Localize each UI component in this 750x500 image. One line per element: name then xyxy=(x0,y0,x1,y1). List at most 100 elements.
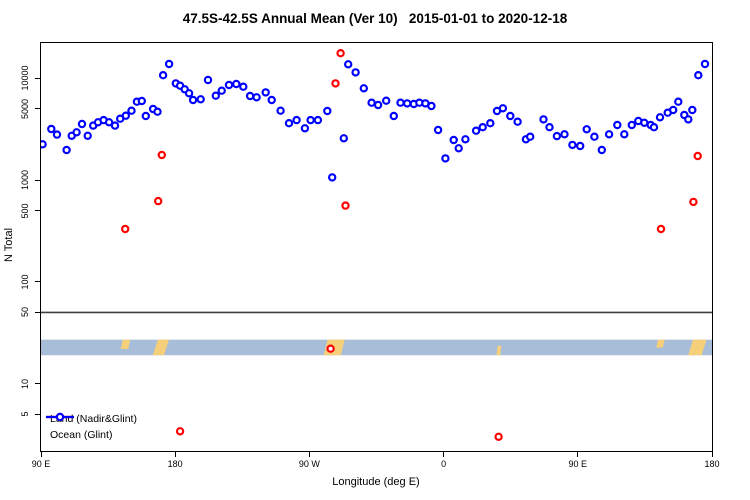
ocean-point xyxy=(188,95,198,105)
ocean-point xyxy=(339,134,348,143)
ocean-point xyxy=(649,122,659,132)
ocean-point xyxy=(203,75,213,85)
ocean-point xyxy=(486,118,495,128)
x-tick-mark xyxy=(174,452,176,457)
plot-canvas xyxy=(41,48,712,441)
ocean-point xyxy=(449,135,458,145)
ocean-point xyxy=(328,173,337,182)
ocean-point xyxy=(184,89,194,98)
ocean-point xyxy=(576,141,585,151)
geography-ocean-band xyxy=(41,339,712,356)
y-tick-label: 10 xyxy=(20,378,30,389)
y-axis-label: N Total xyxy=(3,227,15,262)
y-tick-label: 100 xyxy=(20,274,30,290)
ocean-point xyxy=(640,118,649,128)
ocean-point xyxy=(267,95,276,105)
ocean-point xyxy=(498,104,508,113)
ocean-point xyxy=(62,145,71,155)
land-point xyxy=(656,224,666,234)
ocean-marker-icon xyxy=(46,412,74,422)
ocean-point xyxy=(196,95,205,104)
ocean-point xyxy=(582,125,591,134)
y-tick-mark xyxy=(35,108,40,110)
ocean-point xyxy=(396,98,405,107)
ocean-point xyxy=(232,79,241,89)
x-tick-label: 180 xyxy=(167,459,183,469)
ocean-point xyxy=(141,111,151,121)
x-tick-label: 180 xyxy=(704,459,720,469)
ocean-point xyxy=(688,105,697,115)
x-tick-label: 90 E xyxy=(31,459,51,469)
ocean-point xyxy=(276,106,285,115)
land-point xyxy=(689,197,698,207)
geography-land-patch xyxy=(120,339,131,350)
ocean-point xyxy=(137,96,147,106)
ocean-point xyxy=(655,113,665,122)
ocean-point xyxy=(367,98,376,107)
y-tick-mark xyxy=(35,413,40,415)
ocean-point xyxy=(389,111,398,121)
ocean-point xyxy=(121,111,131,120)
land-point xyxy=(120,224,130,234)
legend-item-ocean: Ocean (Glint) xyxy=(44,412,137,443)
legend: Land (Nadir&Glint) Ocean (Glint) xyxy=(44,411,137,443)
land-point xyxy=(331,79,340,88)
ocean-point xyxy=(433,125,443,135)
y-tick-label: 1000 xyxy=(20,169,30,191)
geography-land-patch xyxy=(688,339,707,356)
y-tick-label: 5000 xyxy=(20,98,30,119)
ocean-point xyxy=(292,115,301,125)
x-tick-mark xyxy=(711,452,713,457)
ocean-point xyxy=(261,88,270,97)
ocean-point xyxy=(669,105,678,115)
ocean-point xyxy=(164,59,174,69)
ocean-point xyxy=(545,122,554,132)
y-tick-label: 10000 xyxy=(20,65,30,91)
ocean-point xyxy=(461,135,470,144)
x-axis-label: Longitude (deg E) xyxy=(332,476,420,488)
ocean-point xyxy=(568,140,577,150)
ocean-point xyxy=(403,99,412,108)
ocean-point xyxy=(684,115,693,124)
ocean-point xyxy=(560,130,569,139)
ocean-point xyxy=(41,140,47,149)
ocean-point xyxy=(539,115,548,124)
land-point xyxy=(153,196,163,206)
y-tick-mark xyxy=(35,179,40,181)
ocean-point xyxy=(224,80,234,90)
plot-area: Land (Nadir&Glint) Ocean (Glint) xyxy=(40,42,713,452)
ocean-point xyxy=(427,101,436,111)
y-tick-label: 5 xyxy=(20,411,30,417)
ocean-point xyxy=(127,106,136,115)
ocean-point xyxy=(700,59,710,69)
ocean-point xyxy=(454,144,463,153)
ocean-point xyxy=(153,107,162,116)
geography-land-patch xyxy=(152,339,170,356)
ocean-point xyxy=(47,124,56,134)
y-tick-mark xyxy=(35,210,40,212)
ocean-point xyxy=(344,60,353,69)
ocean-point xyxy=(323,106,332,116)
y-tick-mark xyxy=(35,383,40,385)
ocean-point xyxy=(604,130,614,139)
ocean-point xyxy=(104,118,114,127)
ocean-point xyxy=(590,132,599,141)
ocean-point xyxy=(597,145,607,155)
y-tick-label: 500 xyxy=(20,203,30,219)
ocean-point xyxy=(359,84,368,93)
ocean-point xyxy=(72,128,81,137)
land-point xyxy=(693,151,702,161)
ocean-point xyxy=(313,115,323,125)
ocean-point xyxy=(83,131,92,141)
ocean-point xyxy=(373,100,383,110)
x-tick-mark xyxy=(40,452,42,457)
ocean-point xyxy=(239,82,248,91)
x-tick-label: 90 W xyxy=(298,459,320,469)
land-point xyxy=(175,427,185,436)
land-point xyxy=(494,432,503,441)
ocean-point xyxy=(245,91,255,101)
ocean-point xyxy=(158,71,168,80)
land-point xyxy=(341,201,350,210)
ocean-point xyxy=(471,126,481,135)
